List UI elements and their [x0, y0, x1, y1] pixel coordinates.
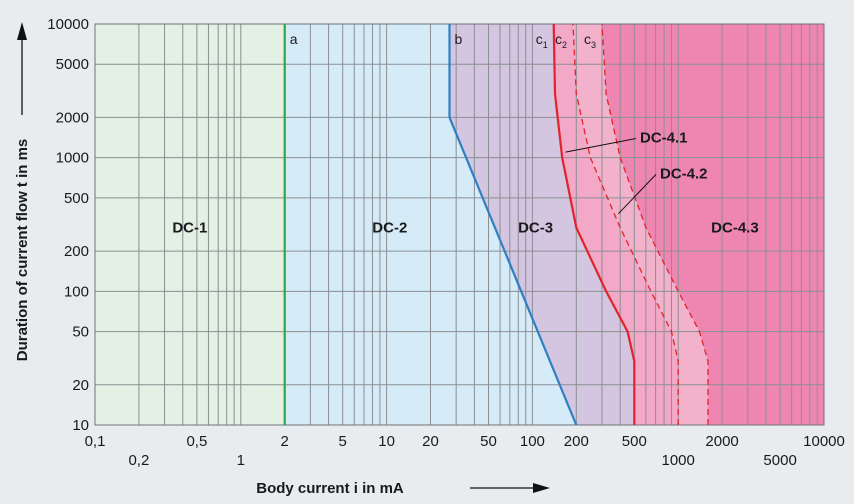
- x-tick-label: 50: [480, 433, 497, 450]
- x-axis-arrow-icon: [533, 483, 550, 493]
- x-tick-label: 0,2: [128, 452, 149, 469]
- curve-label-b: b: [454, 31, 462, 47]
- x-tick-label: 0,1: [85, 433, 106, 450]
- zone-dc-4-2-area: [573, 24, 708, 425]
- x-tick-label: 20: [422, 433, 439, 450]
- zone-dc-4-3-area: [602, 24, 824, 425]
- boundary-curve-b: [448, 24, 578, 426]
- x-axis-title: Body current i in mA: [256, 480, 404, 497]
- annotation-dc-4-2: DC-4.2: [660, 165, 708, 182]
- zone-dc-4-1-area: [553, 24, 679, 425]
- x-tick-label: 2: [281, 433, 289, 450]
- zone-dc-1-area: [95, 24, 285, 425]
- x-tick-label: 500: [622, 433, 647, 450]
- x-tick-label: 1: [237, 452, 245, 469]
- x-tick-label: 200: [564, 433, 589, 450]
- y-axis-arrow-icon: [17, 22, 27, 40]
- y-tick-label: 1000: [56, 150, 89, 167]
- zone-label-dc-2: DC-2: [372, 220, 407, 237]
- y-tick-label: 500: [64, 190, 89, 207]
- y-tick-label: 200: [64, 243, 89, 260]
- zone-label-dc-3: DC-3: [518, 220, 553, 237]
- curve-label-a: a: [290, 31, 298, 47]
- annotation-leader-line: [617, 174, 657, 215]
- y-tick-label: 20: [72, 377, 89, 394]
- y-axis-title: Duration of current flow t in ms: [14, 139, 31, 362]
- x-tick-label: 5: [339, 433, 347, 450]
- x-tick-label: 2000: [705, 433, 738, 450]
- y-tick-label: 10: [72, 417, 89, 434]
- y-tick-label: 2000: [56, 109, 89, 126]
- boundary-curve-c1: [552, 23, 636, 425]
- curve-label-c1: c1: [536, 31, 548, 50]
- y-tick-label: 10000: [47, 16, 89, 33]
- y-tick-label: 5000: [56, 56, 89, 73]
- y-tick-label: 50: [72, 324, 89, 341]
- y-tick-label: 100: [64, 283, 89, 300]
- curve-label-c3: c3: [584, 31, 596, 50]
- x-tick-label: 10000: [803, 433, 845, 450]
- x-tick-label: 0,5: [186, 433, 207, 450]
- x-tick-label: 1000: [662, 452, 695, 469]
- annotation-dc-4-1: DC-4.1: [640, 129, 688, 146]
- curve-label-c2: c2: [555, 31, 567, 50]
- boundary-curve-c2: [572, 23, 679, 425]
- x-tick-label: 100: [520, 433, 545, 450]
- zone-label-dc-4-3: DC-4.3: [711, 220, 759, 237]
- plot-frame: [94, 23, 825, 426]
- zone-dc-3-area: [449, 24, 635, 425]
- x-tick-label: 10: [378, 433, 395, 450]
- zone-label-dc-1: DC-1: [172, 220, 207, 237]
- boundary-curve-c3: [601, 23, 709, 425]
- x-tick-label: 5000: [763, 452, 796, 469]
- annotation-leader-line: [565, 137, 637, 153]
